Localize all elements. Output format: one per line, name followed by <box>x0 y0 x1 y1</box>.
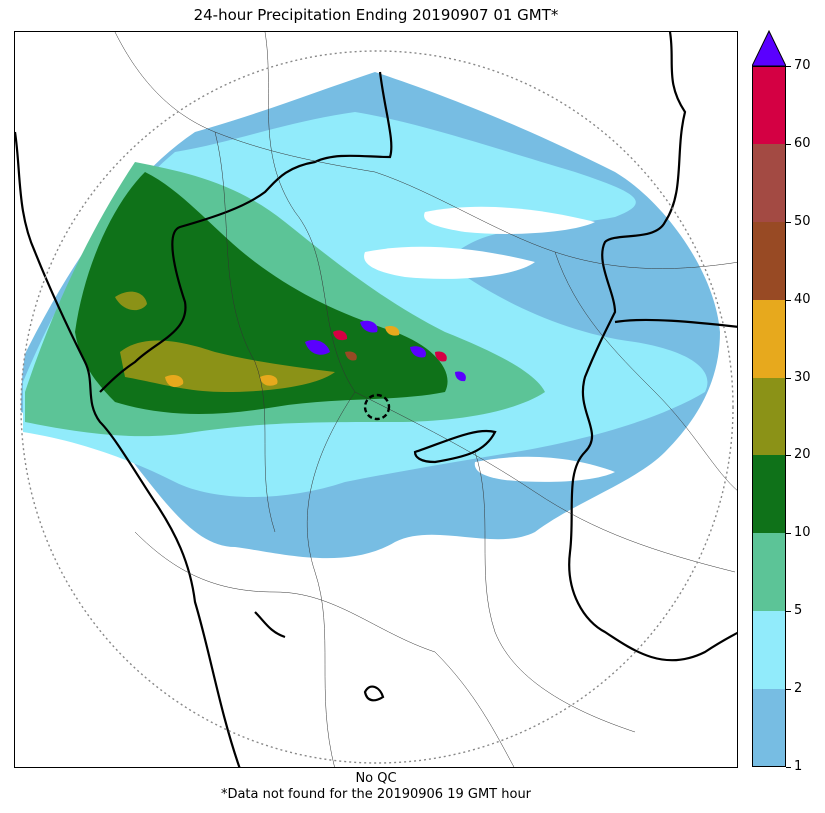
qc-note: No QC <box>355 771 397 786</box>
colorbar-tick-mark <box>786 299 791 301</box>
radar-map[interactable] <box>14 31 738 768</box>
colorbar-tick-mark <box>786 143 791 145</box>
missing-data-note: *Data not found for the 20190906 19 GMT … <box>220 787 532 802</box>
colorbar-tick-label: 50 <box>794 213 811 229</box>
colorbar-tick-label: 70 <box>794 58 811 73</box>
colorbar-tick-label: 60 <box>794 135 811 151</box>
colorbar-tick-label: 2 <box>794 681 803 697</box>
colorbar-bin-20-30 <box>752 377 786 456</box>
precip-band-30-40 <box>165 374 278 388</box>
colorbar-bin-60-70 <box>752 66 786 144</box>
colorbar-bin-1-2 <box>752 689 786 767</box>
colorbar-bin-5-10 <box>752 533 786 612</box>
storm-cells <box>305 320 466 382</box>
district-borders <box>114 32 737 767</box>
colorbar-bin-40-50 <box>752 221 786 300</box>
colorbar-bin-2-5 <box>752 611 786 690</box>
colorbar-tick-mark <box>786 377 791 379</box>
map-title: 24-hour Precipitation Ending 20190907 01… <box>193 6 559 24</box>
colorbar-tick-label: 40 <box>794 291 811 307</box>
colorbar-frame <box>752 66 786 767</box>
colorbar-tick-label: 30 <box>794 369 811 385</box>
colorbar <box>752 66 786 767</box>
colorbar-tick-label: 1 <box>794 759 803 774</box>
colorbar-tick-mark <box>786 533 791 535</box>
colorbar-tick-mark <box>786 455 791 457</box>
colorbar-tick-mark <box>786 66 791 67</box>
precipitation-layer <box>15 32 737 767</box>
radar-site-marker <box>363 393 391 421</box>
colorbar-bin-10-20 <box>752 455 786 534</box>
colorbar-extend-arrow <box>752 30 786 67</box>
range-ring <box>20 50 734 764</box>
state-borders <box>15 32 737 767</box>
colorbar-tick-label: 10 <box>794 525 811 541</box>
colorbar-tick-label: 20 <box>794 447 811 463</box>
colorbar-tick-mark <box>786 767 791 768</box>
colorbar-tick-label: 5 <box>794 603 803 619</box>
colorbar-bin-50-60 <box>752 143 786 222</box>
colorbar-tick-mark <box>786 221 791 223</box>
colorbar-tick-mark <box>786 611 791 613</box>
colorbar-bin-30-40 <box>752 299 786 378</box>
colorbar-tick-mark <box>786 689 791 691</box>
